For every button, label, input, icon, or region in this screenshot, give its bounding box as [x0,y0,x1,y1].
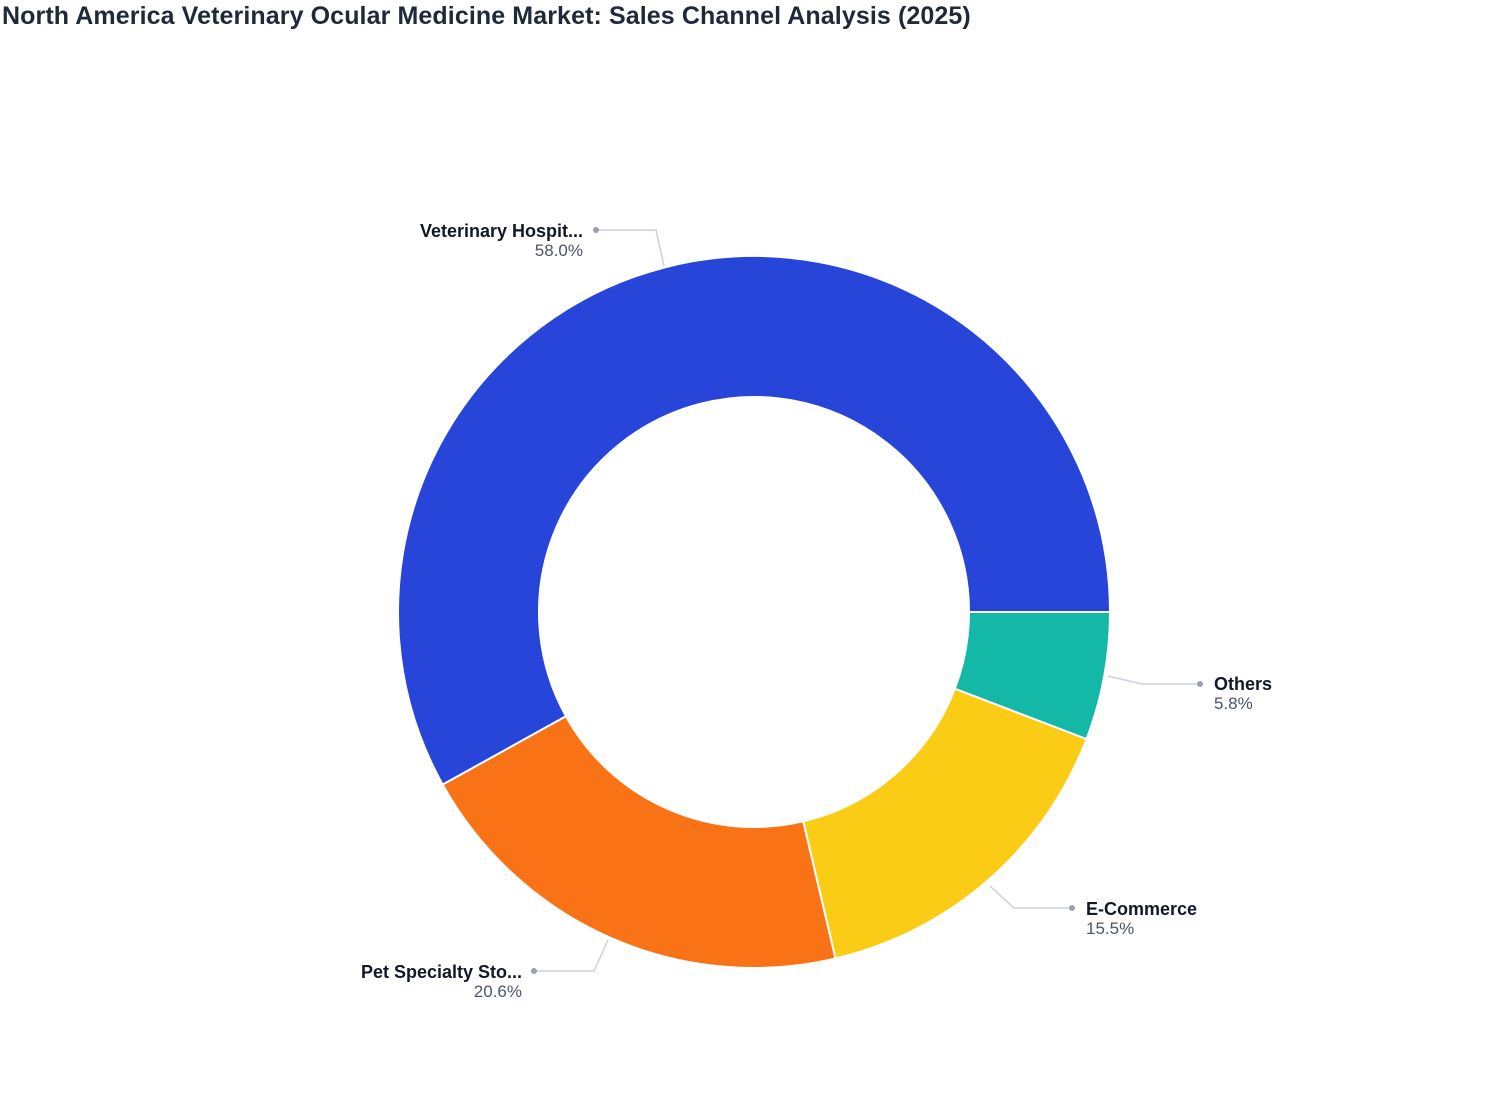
leader-dot-ecom [1069,905,1075,911]
leader-line-vet [596,229,665,267]
label-others: Others 5.8% [1214,674,1272,714]
leader-dot-vet [593,227,599,233]
leader-lines [534,229,1200,972]
label-value: 15.5% [1086,919,1135,938]
slice-veterinary-hospitals[interactable] [397,255,1112,787]
slice-e-commerce[interactable] [802,687,1088,960]
chart-title: North America Veterinary Ocular Medicine… [2,2,971,30]
label-pet-specialty-stores: Pet Specialty Sto... 20.6% [361,962,522,1002]
leader-line-pet [534,939,609,972]
label-name: Pet Specialty Sto... [360,962,522,982]
label-veterinary-hospitals: Veterinary Hospit... 58.0% [420,221,583,261]
leader-line-ecom [989,885,1072,909]
label-value: 5.8% [1214,694,1253,713]
leader-dot-pet [531,968,537,974]
leader-dot-others [1197,681,1203,687]
label-name: E-Commerce [1086,899,1198,919]
slice-others[interactable] [953,611,1112,741]
label-value: 58.0% [534,241,583,260]
leader-line-others [1107,675,1200,685]
label-name: Veterinary Hospit... [419,221,583,241]
label-value: 20.6% [473,982,522,1001]
donut-slices [397,255,1112,969]
label-name: Others [1214,674,1273,694]
label-e-commerce: E-Commerce 15.5% [1086,899,1197,939]
slice-pet-specialty-stores[interactable] [441,714,837,969]
leader-dots [531,227,1203,974]
